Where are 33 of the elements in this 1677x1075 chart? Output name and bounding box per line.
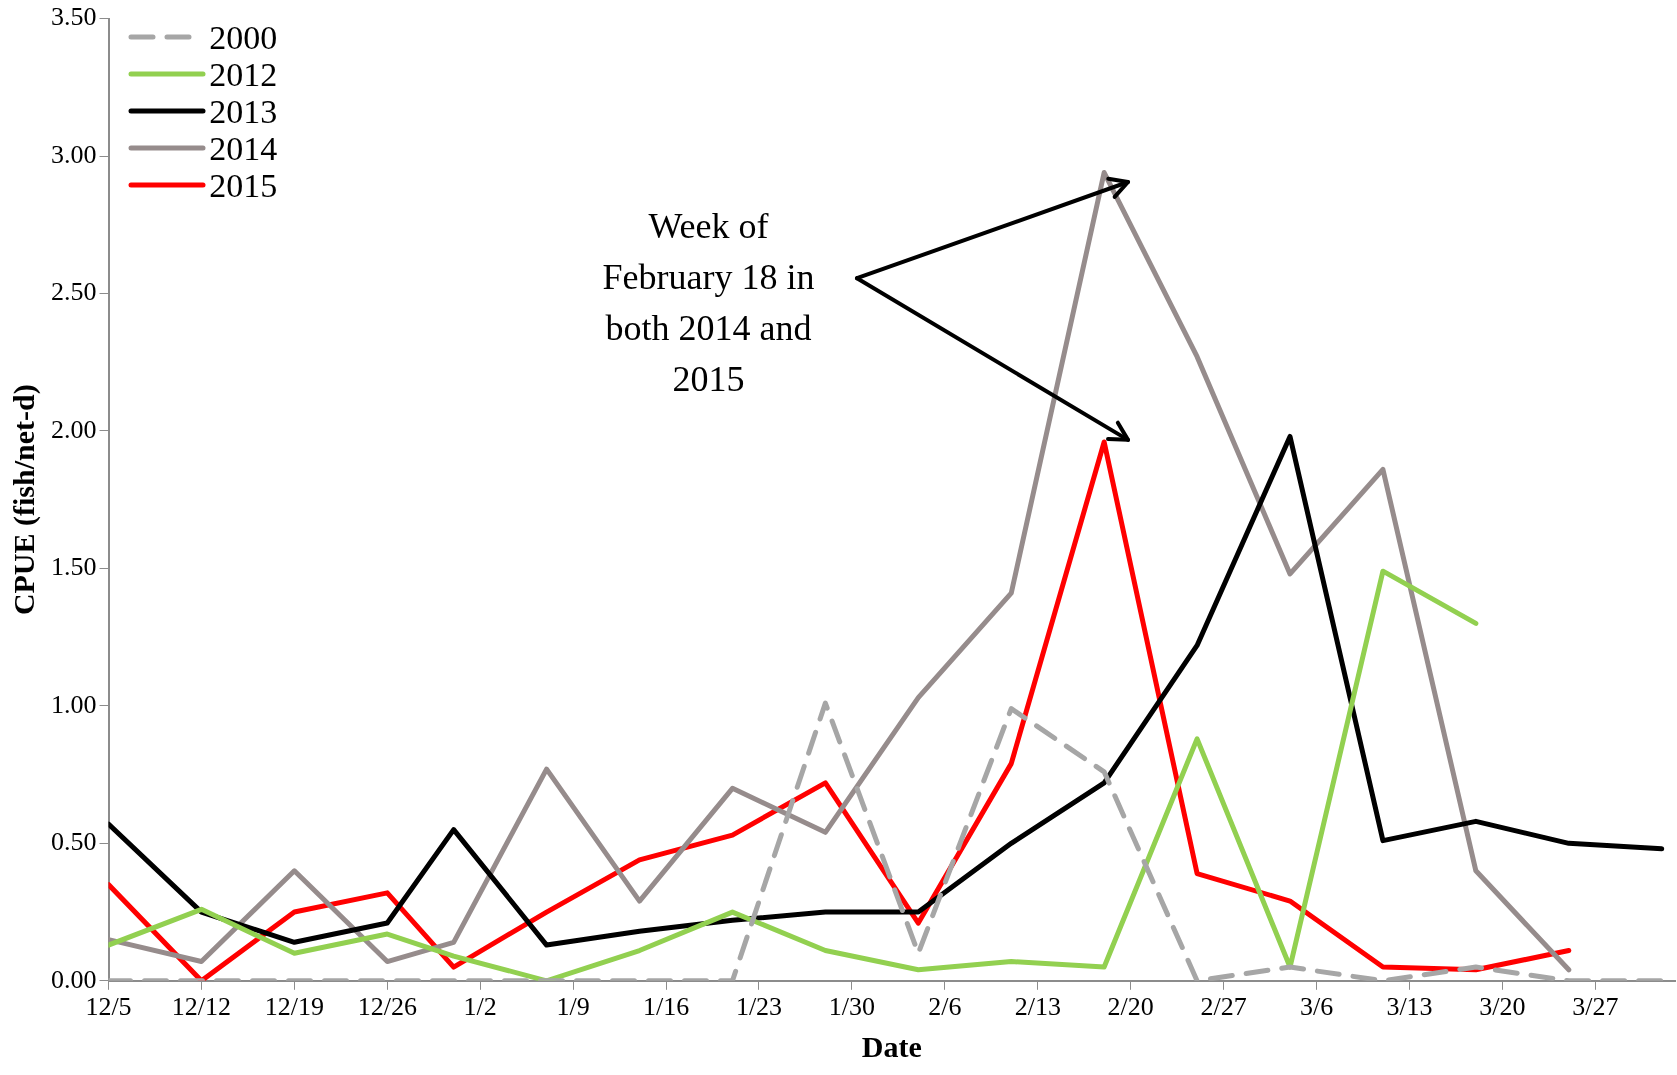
y-tick-label: 0.00	[51, 964, 97, 994]
y-tick-label: 0.50	[51, 827, 97, 857]
x-tick-label: 1/9	[556, 992, 590, 1022]
legend-label: 2013	[209, 92, 278, 130]
legend-label: 2012	[209, 55, 278, 93]
x-tick-label: 2/6	[928, 992, 962, 1022]
y-axis-title: CPUE (fish/net-d)	[6, 384, 41, 616]
x-tick-label: 12/19	[264, 992, 324, 1022]
x-tick-label: 1/16	[642, 992, 690, 1022]
y-tick-label: 3.50	[51, 2, 97, 32]
x-tick-label: 1/23	[735, 992, 783, 1022]
y-tick-label: 2.00	[51, 414, 97, 444]
x-tick-label: 12/5	[85, 992, 132, 1022]
y-tick-label: 2.50	[51, 277, 97, 307]
legend-label: 2000	[209, 18, 278, 56]
x-axis-title: Date	[861, 1029, 922, 1063]
x-tick-label: 2/13	[1014, 992, 1061, 1022]
x-tick-label: 3/20	[1479, 992, 1526, 1022]
x-tick-label: 2/20	[1107, 992, 1154, 1022]
annotation: Week of February 18 in both 2014 and 2015	[601, 205, 816, 402]
x-tick-label: 3/13	[1386, 992, 1433, 1022]
legend-label: 2015	[209, 166, 278, 204]
x-tick-label: 1/2	[463, 992, 497, 1022]
x-tick-label: 3/6	[1299, 992, 1334, 1022]
x-tick-label: 12/12	[171, 992, 232, 1022]
x-tick-label: 1/30	[828, 992, 876, 1022]
x-tick-label: 2/27	[1200, 992, 1247, 1022]
legend-label: 2014	[209, 129, 278, 167]
y-tick-label: 3.00	[51, 139, 97, 169]
y-tick-label: 1.50	[51, 552, 97, 582]
x-tick-label: 3/27	[1572, 992, 1619, 1022]
x-tick-label: 12/26	[357, 992, 417, 1022]
y-tick-label: 1.00	[51, 689, 97, 719]
